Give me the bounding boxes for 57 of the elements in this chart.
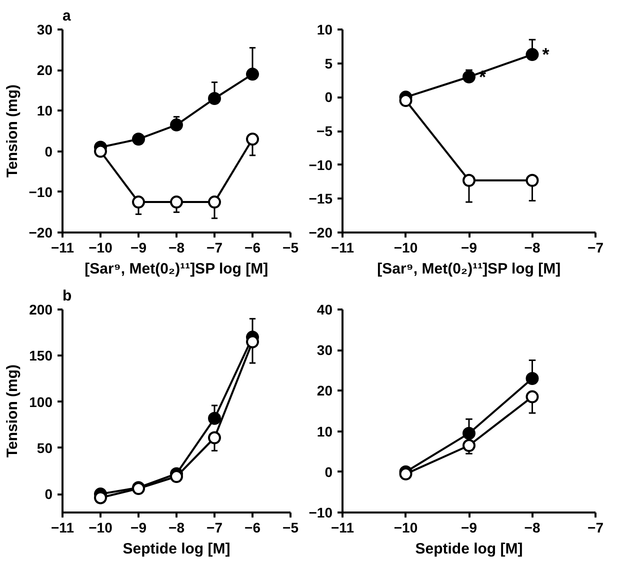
x-tick-label: −8	[524, 520, 540, 536]
y-tick-label: 5	[324, 55, 333, 72]
y-tick-label: 100	[29, 394, 53, 410]
y-tick-label: 150	[29, 348, 53, 364]
x-tick-label: −9	[130, 520, 147, 536]
y-tick-label: 0	[44, 486, 53, 502]
y-tick-label: 20	[316, 382, 333, 399]
x-tick-label: −11	[51, 520, 74, 536]
x-tick-label: −6	[244, 240, 261, 256]
x-axis-title: Septide log [M]	[415, 540, 523, 558]
y-tick-label: −10	[308, 156, 333, 173]
y-axis-title: Tension (mg)	[4, 364, 22, 458]
x-axis-title: [Sar⁹, Met(0₂)¹¹]SP log [M]	[84, 260, 268, 278]
y-tick-label: −10	[308, 504, 333, 520]
x-tick-label: −7	[206, 240, 223, 256]
x-tick-label: −11	[331, 520, 354, 536]
x-tick-label: −7	[206, 520, 223, 536]
x-tick-label: −10	[88, 240, 113, 256]
y-tick-label: 200	[29, 302, 53, 318]
y-tick-label: −5	[316, 123, 333, 139]
x-tick-label: −10	[394, 520, 418, 536]
y-tick-label: −20	[28, 224, 53, 240]
annotation: *	[542, 44, 550, 65]
y-tick-label: 10	[316, 22, 333, 38]
x-tick-label: −9	[130, 240, 147, 256]
x-tick-label: −8	[524, 240, 540, 256]
x-axis-title: Septide log [M]	[122, 540, 230, 558]
y-tick-label: 0	[324, 89, 333, 106]
y-tick-label: 10	[36, 102, 53, 119]
y-tick-label: −10	[28, 184, 53, 200]
x-axis-title: [Sar⁹, Met(0₂)¹¹]SP log [M]	[377, 260, 561, 278]
y-tick-label: 50	[36, 440, 53, 456]
x-tick-label: −9	[461, 520, 478, 536]
y-tick-label: 30	[316, 342, 333, 358]
x-tick-label: −7	[588, 520, 604, 536]
y-tick-label: 0	[44, 143, 53, 160]
y-tick-label: 40	[316, 302, 333, 318]
x-tick-label: −6	[244, 520, 261, 536]
x-tick-label: −10	[394, 240, 418, 256]
y-tick-label: 30	[36, 22, 53, 38]
x-tick-label: −11	[331, 240, 354, 256]
y-axis-title: Tension (mg)	[4, 84, 21, 178]
y-tick-label: 10	[316, 423, 333, 440]
x-tick-label: −8	[168, 520, 185, 536]
x-tick-label: −10	[88, 520, 113, 536]
y-tick-label: −20	[308, 224, 333, 240]
x-tick-label: −5	[282, 520, 299, 536]
chart-title: a	[62, 8, 72, 24]
x-tick-label: −7	[588, 240, 604, 256]
y-tick-label: 0	[324, 464, 333, 480]
y-tick-label: 20	[36, 62, 53, 78]
x-tick-label: −9	[461, 240, 478, 256]
x-tick-label: −5	[282, 240, 299, 256]
x-tick-label: −8	[168, 240, 185, 256]
x-tick-label: −11	[51, 240, 74, 256]
y-tick-label: −15	[308, 190, 333, 207]
chart-title: b	[62, 288, 72, 304]
